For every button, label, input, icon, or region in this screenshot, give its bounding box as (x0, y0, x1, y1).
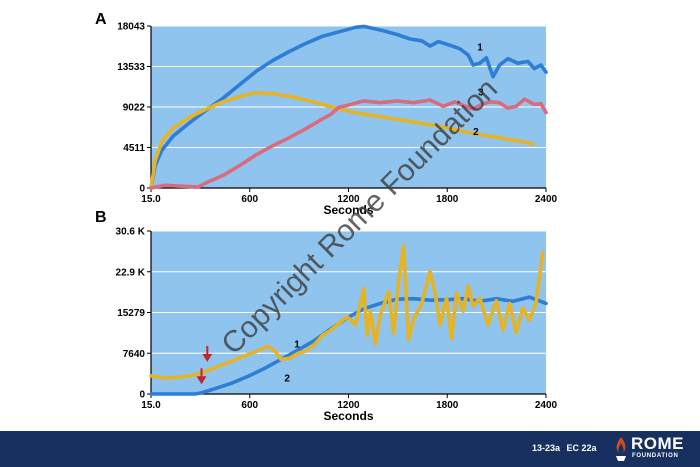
x-tick-label: 2400 (535, 194, 558, 205)
x-tick-label: 2400 (535, 400, 558, 411)
y-tick-label: 0 (139, 390, 145, 401)
logo-name: ROME (631, 434, 684, 453)
figure-code: 13-23a EC 22a (532, 443, 601, 453)
y-tick-label: 18043 (117, 22, 145, 33)
x-tick-label: 1800 (436, 400, 459, 411)
series-line-3 (149, 97, 548, 190)
x-tick-label: 15.0 (141, 400, 161, 411)
y-tick-label: 9022 (123, 103, 146, 114)
series-label: 1 (477, 43, 483, 54)
series-label: 3 (478, 88, 484, 99)
series-line-2 (149, 91, 535, 190)
x-tick-label: 1200 (337, 194, 360, 205)
series-label: 2 (284, 374, 290, 385)
y-tick-label: 7640 (123, 349, 146, 360)
x-axis-title: Seconds (323, 203, 373, 217)
footer-bar: 13-23a EC 22a ROME FOUNDATION (0, 431, 700, 467)
y-tick-label: 15279 (117, 308, 145, 319)
x-tick-label: 15.0 (141, 194, 161, 205)
arrow-head (196, 376, 207, 385)
y-tick-label: 0 (139, 184, 145, 195)
x-tick-label: 1200 (337, 400, 360, 411)
x-tick-label: 1800 (436, 194, 459, 205)
arrow-head (202, 353, 213, 362)
x-axis-title: Seconds (323, 409, 373, 423)
figure-code-item: 13-23a (532, 443, 561, 453)
y-tick-label: 30.6 K (116, 227, 146, 238)
series-line-1 (149, 24, 548, 190)
series-label: 2 (473, 127, 479, 138)
series-line-2 (149, 244, 545, 380)
panel-letter: A (95, 11, 107, 28)
flame-icon (616, 437, 626, 461)
logo-subtitle: FOUNDATION (632, 453, 679, 459)
y-tick-label: 4511 (123, 143, 145, 154)
panel-letter: B (95, 209, 107, 226)
x-tick-label: 600 (241, 194, 258, 205)
series-label: 1 (294, 340, 300, 351)
y-tick-label: 22.9 K (116, 267, 146, 278)
figure: 0 4511 9022 13533 18043 15.0 600 1200 1800 2400 Se… (95, 11, 558, 423)
x-tick-label: 600 (241, 400, 258, 411)
y-tick-label: 13533 (117, 62, 145, 73)
figure-code-item: EC 22a (566, 443, 597, 453)
rome-foundation-logo: ROME FOUNDATION (613, 434, 695, 464)
